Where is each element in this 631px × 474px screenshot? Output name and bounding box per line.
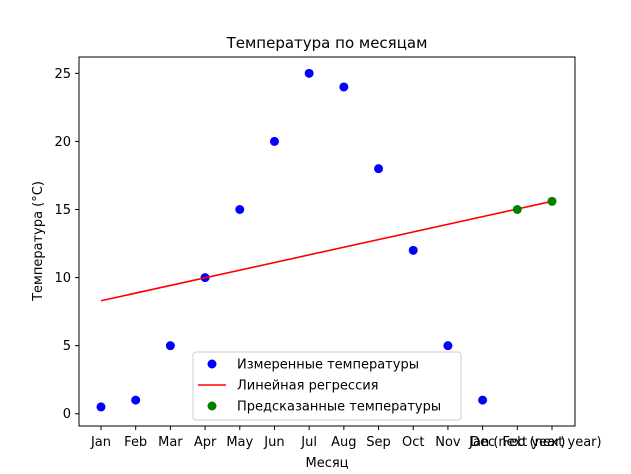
- x-tick-label: Oct: [402, 435, 424, 450]
- x-tick-label: Feb (next year): [502, 435, 601, 450]
- predicted-point: [512, 205, 522, 215]
- x-tick-label: May: [226, 435, 253, 450]
- x-tick-label: Jun: [263, 435, 284, 450]
- legend-box: [192, 351, 462, 421]
- legend-label-measured: Измеренные температуры: [237, 358, 419, 373]
- measured-point: [235, 205, 245, 215]
- y-tick-label: 10: [54, 271, 71, 286]
- x-tick-label: Aug: [331, 435, 356, 450]
- measured-point: [443, 341, 453, 351]
- x-tick-label: Jan: [90, 435, 111, 450]
- predicted-point: [547, 196, 557, 206]
- x-tick-label: Dec: [470, 435, 495, 450]
- measured-point: [131, 395, 141, 405]
- y-tick-label: 0: [63, 407, 71, 422]
- x-tick-label: Jul: [300, 435, 317, 450]
- legend: Измеренные температуры Линейная регресси…: [192, 351, 462, 421]
- y-tick-label: 5: [63, 339, 71, 354]
- legend-label-regression: Линейная регрессия: [237, 379, 378, 394]
- legend-marker-predicted: [207, 401, 217, 411]
- x-axis-label: Месяц: [305, 456, 348, 471]
- legend-marker-measured: [207, 359, 217, 369]
- measured-point: [96, 402, 106, 412]
- legend-label-predicted: Предсказанные температуры: [237, 400, 441, 415]
- x-tick-label: Feb: [124, 435, 147, 450]
- measured-point: [408, 245, 418, 255]
- y-axis: 0 5 10 15 20 25: [54, 67, 79, 422]
- measured-point: [165, 341, 175, 351]
- x-axis: Jan Feb Mar Apr May Jun Jul Aug Sep Oct Nov DecJan …: [90, 426, 602, 450]
- measured-point: [339, 82, 349, 92]
- chart-title: Температура по месяцам: [226, 34, 428, 52]
- y-tick-label: 15: [54, 203, 71, 218]
- x-tick-label: Sep: [366, 435, 391, 450]
- y-tick-label: 20: [54, 135, 71, 150]
- x-tick-label: Mar: [158, 435, 183, 450]
- series-layer: [96, 68, 557, 412]
- x-tick-label: Nov: [435, 435, 461, 450]
- y-tick-label: 25: [54, 67, 71, 82]
- measured-point: [304, 68, 314, 78]
- regression-line: [100, 200, 553, 302]
- measured-point: [269, 136, 279, 146]
- x-tick-label: Apr: [194, 435, 217, 450]
- x-tick-label: Jan (next year): [468, 435, 565, 450]
- measured-point: [478, 395, 488, 405]
- measured-point: [374, 164, 384, 174]
- y-axis-label: Температура (°C): [31, 181, 46, 302]
